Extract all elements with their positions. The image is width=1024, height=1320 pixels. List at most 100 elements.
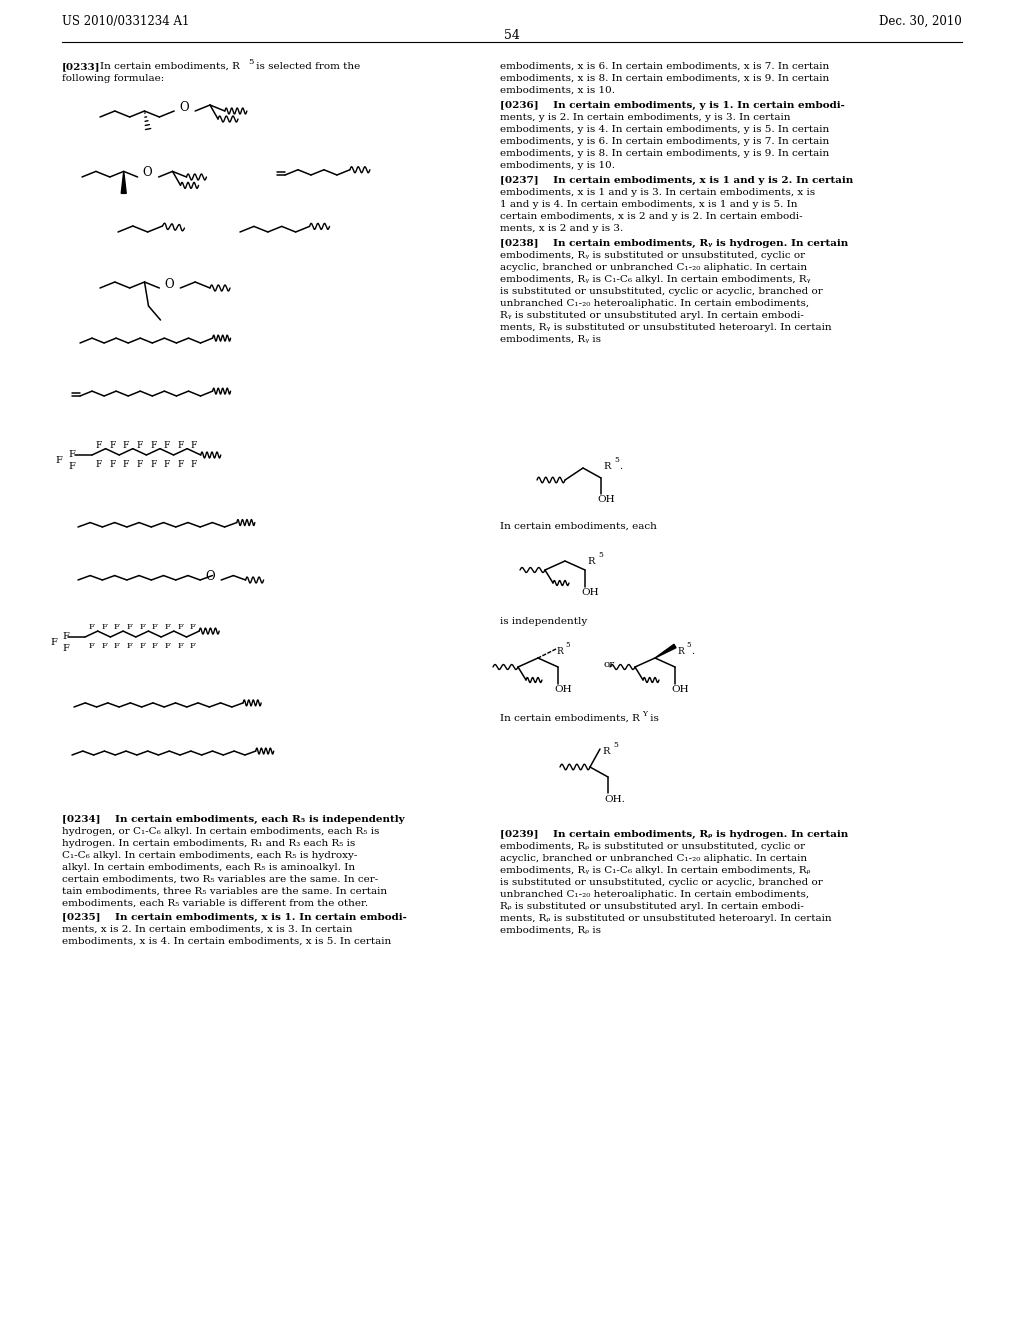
Text: following formulae:: following formulae: bbox=[62, 74, 164, 83]
Text: F: F bbox=[68, 462, 75, 471]
Text: OH.: OH. bbox=[604, 795, 625, 804]
Text: is selected from the: is selected from the bbox=[253, 62, 360, 71]
Text: [0235]    In certain embodiments, x is 1. In certain embodi-: [0235] In certain embodiments, x is 1. I… bbox=[62, 913, 407, 921]
Text: ments, Rᵨ is substituted or unsubstituted heteroaryl. In certain: ments, Rᵨ is substituted or unsubstitute… bbox=[500, 913, 831, 923]
Text: F: F bbox=[114, 623, 120, 631]
Text: [0234]    In certain embodiments, each R₅ is independently: [0234] In certain embodiments, each R₅ i… bbox=[62, 814, 404, 824]
Text: [0233]: [0233] bbox=[62, 62, 100, 71]
Text: F: F bbox=[136, 459, 142, 469]
Text: F: F bbox=[95, 459, 102, 469]
Text: F: F bbox=[177, 642, 183, 649]
Text: F: F bbox=[165, 623, 170, 631]
Text: Y: Y bbox=[642, 710, 647, 718]
Text: OH: OH bbox=[597, 495, 614, 504]
Text: 5: 5 bbox=[613, 741, 617, 748]
Text: F: F bbox=[139, 642, 145, 649]
Text: R: R bbox=[587, 557, 594, 566]
Text: embodiments, x is 10.: embodiments, x is 10. bbox=[500, 86, 615, 95]
Text: F: F bbox=[101, 623, 106, 631]
Text: ments, Rᵧ is substituted or unsubstituted heteroaryl. In certain: ments, Rᵧ is substituted or unsubstitute… bbox=[500, 323, 831, 333]
Text: F: F bbox=[88, 623, 94, 631]
Text: F: F bbox=[139, 623, 145, 631]
Text: R: R bbox=[677, 647, 684, 656]
Text: F: F bbox=[190, 441, 198, 450]
Text: F: F bbox=[114, 642, 120, 649]
Text: C₁-C₆ alkyl. In certain embodiments, each R₅ is hydroxy-: C₁-C₆ alkyl. In certain embodiments, eac… bbox=[62, 851, 357, 861]
Text: is substituted or unsubstituted, cyclic or acyclic, branched or: is substituted or unsubstituted, cyclic … bbox=[500, 286, 822, 296]
Text: OH: OH bbox=[671, 685, 688, 694]
Text: OH: OH bbox=[554, 685, 571, 694]
Text: R: R bbox=[603, 462, 610, 471]
Text: F: F bbox=[177, 441, 183, 450]
Text: unbranched C₁-₂₀ heteroaliphatic. In certain embodiments,: unbranched C₁-₂₀ heteroaliphatic. In cer… bbox=[500, 300, 809, 308]
Text: is substituted or unsubstituted, cyclic or acyclic, branched or: is substituted or unsubstituted, cyclic … bbox=[500, 878, 822, 887]
Text: OH: OH bbox=[581, 587, 599, 597]
Text: F: F bbox=[123, 441, 129, 450]
Text: Rᵨ is substituted or unsubstituted aryl. In certain embodi-: Rᵨ is substituted or unsubstituted aryl.… bbox=[500, 902, 804, 911]
Text: 1 and y is 4. In certain embodiments, x is 1 and y is 5. In: 1 and y is 4. In certain embodiments, x … bbox=[500, 201, 798, 209]
Text: hydrogen. In certain embodiments, R₁ and R₃ each R₅ is: hydrogen. In certain embodiments, R₁ and… bbox=[62, 840, 355, 847]
Text: F: F bbox=[127, 642, 132, 649]
Text: embodiments, Rᵧ is: embodiments, Rᵧ is bbox=[500, 335, 601, 345]
Text: certain embodiments, two R₅ variables are the same. In cer-: certain embodiments, two R₅ variables ar… bbox=[62, 875, 378, 884]
Text: certain embodiments, x is 2 and y is 2. In certain embodi-: certain embodiments, x is 2 and y is 2. … bbox=[500, 213, 803, 220]
Text: embodiments, Rᵧ is substituted or unsubstituted, cyclic or: embodiments, Rᵧ is substituted or unsubs… bbox=[500, 251, 805, 260]
Text: Rᵧ is substituted or unsubstituted aryl. In certain embodi-: Rᵧ is substituted or unsubstituted aryl.… bbox=[500, 312, 804, 319]
Text: is: is bbox=[647, 714, 658, 723]
Text: 5: 5 bbox=[614, 455, 618, 465]
Text: In certain embodiments, R: In certain embodiments, R bbox=[500, 714, 640, 723]
Text: or: or bbox=[603, 660, 614, 669]
Text: 54: 54 bbox=[504, 29, 520, 42]
Text: ments, x is 2 and y is 3.: ments, x is 2 and y is 3. bbox=[500, 224, 624, 234]
Text: F: F bbox=[95, 441, 102, 450]
Text: F: F bbox=[55, 455, 61, 465]
Text: F: F bbox=[165, 642, 170, 649]
Text: O: O bbox=[142, 166, 153, 180]
Text: F: F bbox=[110, 459, 116, 469]
Text: F: F bbox=[189, 642, 196, 649]
Text: embodiments, Rᵨ is: embodiments, Rᵨ is bbox=[500, 927, 601, 935]
Text: embodiments, y is 4. In certain embodiments, y is 5. In certain: embodiments, y is 4. In certain embodime… bbox=[500, 125, 829, 135]
Text: F: F bbox=[164, 459, 170, 469]
Text: embodiments, Rᵨ is substituted or unsubstituted, cyclic or: embodiments, Rᵨ is substituted or unsubs… bbox=[500, 842, 805, 851]
Polygon shape bbox=[121, 172, 126, 194]
Text: embodiments, x is 4. In certain embodiments, x is 5. In certain: embodiments, x is 4. In certain embodime… bbox=[62, 937, 391, 946]
Text: embodiments, x is 1 and y is 3. In certain embodiments, x is: embodiments, x is 1 and y is 3. In certa… bbox=[500, 187, 815, 197]
Text: [0239]    In certain embodiments, Rᵨ is hydrogen. In certain: [0239] In certain embodiments, Rᵨ is hyd… bbox=[500, 830, 848, 840]
Polygon shape bbox=[655, 644, 676, 657]
Text: embodiments, x is 8. In certain embodiments, x is 9. In certain: embodiments, x is 8. In certain embodime… bbox=[500, 74, 829, 83]
Text: F: F bbox=[101, 642, 106, 649]
Text: F: F bbox=[190, 459, 198, 469]
Text: O: O bbox=[164, 277, 174, 290]
Text: 5: 5 bbox=[565, 642, 569, 649]
Text: F: F bbox=[152, 623, 158, 631]
Text: F: F bbox=[50, 638, 57, 647]
Text: F: F bbox=[189, 623, 196, 631]
Text: US 2010/0331234 A1: US 2010/0331234 A1 bbox=[62, 15, 189, 28]
Text: F: F bbox=[127, 623, 132, 631]
Text: unbranched C₁-₂₀ heteroaliphatic. In certain embodiments,: unbranched C₁-₂₀ heteroaliphatic. In cer… bbox=[500, 890, 809, 899]
Text: embodiments, x is 6. In certain embodiments, x is 7. In certain: embodiments, x is 6. In certain embodime… bbox=[500, 62, 829, 71]
Text: F: F bbox=[177, 459, 183, 469]
Text: acyclic, branched or unbranched C₁-₂₀ aliphatic. In certain: acyclic, branched or unbranched C₁-₂₀ al… bbox=[500, 263, 807, 272]
Text: is independently: is independently bbox=[500, 616, 587, 626]
Text: Dec. 30, 2010: Dec. 30, 2010 bbox=[880, 15, 962, 28]
Text: F: F bbox=[123, 459, 129, 469]
Text: .: . bbox=[618, 462, 623, 471]
Text: In certain embodiments, R: In certain embodiments, R bbox=[100, 62, 240, 71]
Text: F: F bbox=[62, 644, 69, 653]
Text: [0237]    In certain embodiments, x is 1 and y is 2. In certain: [0237] In certain embodiments, x is 1 an… bbox=[500, 176, 853, 185]
Text: F: F bbox=[68, 450, 75, 459]
Text: tain embodiments, three R₅ variables are the same. In certain: tain embodiments, three R₅ variables are… bbox=[62, 887, 387, 896]
Text: F: F bbox=[177, 623, 183, 631]
Text: F: F bbox=[136, 441, 142, 450]
Text: [0236]    In certain embodiments, y is 1. In certain embodi-: [0236] In certain embodiments, y is 1. I… bbox=[500, 102, 845, 110]
Text: 5: 5 bbox=[686, 642, 690, 649]
Text: O: O bbox=[205, 569, 215, 582]
Text: F: F bbox=[150, 459, 157, 469]
Text: hydrogen, or C₁-C₆ alkyl. In certain embodiments, each R₅ is: hydrogen, or C₁-C₆ alkyl. In certain emb… bbox=[62, 828, 379, 836]
Text: .: . bbox=[691, 647, 694, 656]
Text: embodiments, y is 10.: embodiments, y is 10. bbox=[500, 161, 615, 170]
Text: 5: 5 bbox=[248, 58, 253, 66]
Text: embodiments, y is 6. In certain embodiments, y is 7. In certain: embodiments, y is 6. In certain embodime… bbox=[500, 137, 829, 147]
